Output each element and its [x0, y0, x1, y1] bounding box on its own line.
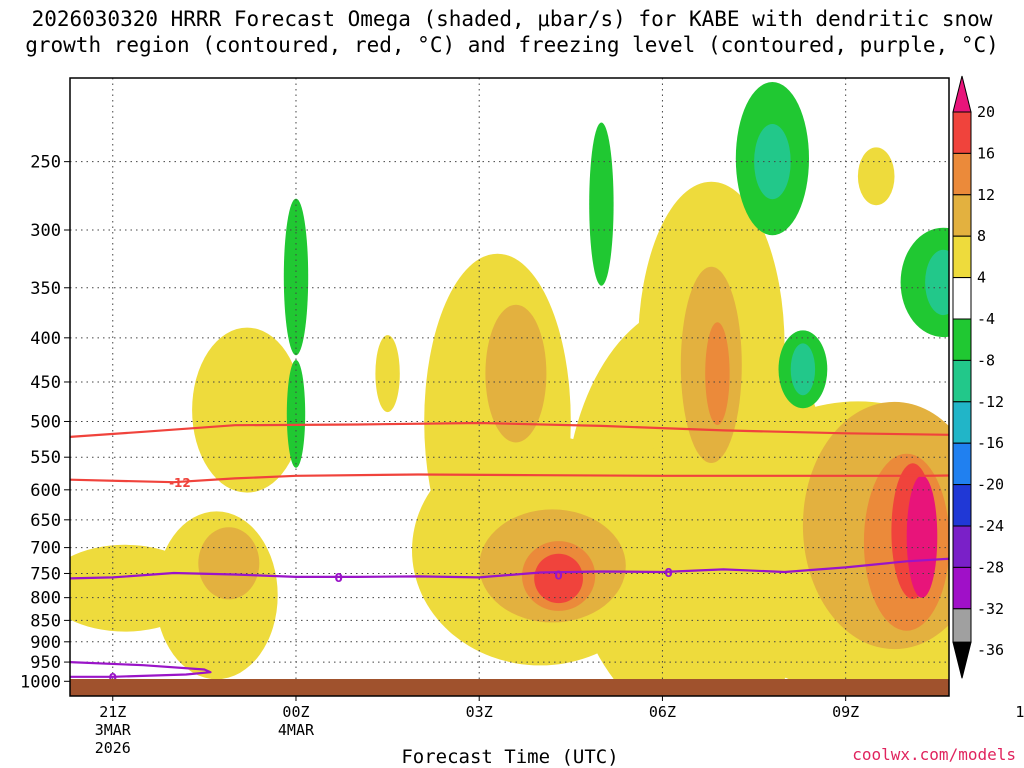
- y-tick-label-550: 550: [30, 448, 61, 468]
- omega-region-25: [1011, 332, 1024, 433]
- freezing-label-0c: 0: [664, 566, 672, 580]
- y-axis: 2503003504004505005506006507007508008509…: [20, 153, 70, 692]
- ground-surface: [70, 679, 949, 696]
- colorbar-bin-12: [952, 566, 972, 610]
- colorbar-bin-8: [952, 401, 972, 444]
- dgz-label-12: -12: [169, 476, 191, 490]
- colorbar-label-12: -32: [977, 600, 1004, 618]
- colorbar-bin-11: [952, 525, 972, 568]
- x-axis-title: Forecast Time (UTC): [401, 746, 619, 768]
- y-tick-label-350: 350: [30, 279, 61, 299]
- omega-region-34: [925, 249, 949, 316]
- colorbar-label-5: -4: [977, 310, 995, 328]
- colorbar-bin-3: [952, 194, 972, 237]
- x-tick-label-1: 00Z: [282, 703, 309, 721]
- omega-region-11: [375, 335, 400, 413]
- colorbar-label-1: 16: [977, 144, 995, 162]
- colorbar-label-2: 12: [977, 186, 995, 204]
- x-tick-label-0: 21Z: [99, 703, 126, 721]
- y-tick-label-600: 600: [30, 481, 61, 501]
- freezing-label-0a: 0: [335, 571, 343, 585]
- omega-region-39: [906, 475, 938, 598]
- x-tick-label-5: 12Z: [1015, 703, 1024, 721]
- title-line-2: growth region (contoured, red, °C) and f…: [25, 33, 999, 57]
- colorbar-top-arrow: [952, 75, 972, 113]
- colorbar-bin-5: [952, 277, 972, 320]
- colorbar-bin-last: [952, 608, 972, 643]
- omega-region-9: [992, 461, 1024, 695]
- y-tick-label-900: 900: [30, 633, 61, 653]
- colorbar-label-4: 4: [977, 269, 986, 287]
- title-line-1: 2026030320 HRRR Forecast Omega (shaded, …: [31, 7, 993, 31]
- dgz-contour-1: [70, 473, 949, 484]
- colorbar-label-0: 20: [977, 103, 995, 121]
- freezing-contour-1: [70, 661, 212, 678]
- colorbar-label-10: -24: [977, 517, 1004, 535]
- freezing-contour-0: [70, 557, 949, 580]
- y-tick-label-450: 450: [30, 373, 61, 393]
- omega-region-21: [589, 122, 614, 286]
- x-tick-sublabel-1-0: 4MAR: [278, 721, 315, 739]
- y-tick-label-850: 850: [30, 611, 61, 631]
- colorbar-bottom-arrow: [952, 641, 972, 679]
- omega-region-1: [192, 327, 303, 493]
- credit-text: coolwx.com/models: [852, 745, 1016, 764]
- y-tick-label-750: 750: [30, 564, 61, 584]
- contour-lines: -18-1200000: [70, 421, 1024, 685]
- colorbar-bin-4: [952, 235, 972, 279]
- x-tick-label-3: 06Z: [649, 703, 676, 721]
- colorbar-bin-1: [952, 111, 972, 154]
- colorbar-label-13: -36: [977, 641, 1004, 659]
- colorbar: 20 16 12 8 4 -4 -8 -12 -16 -20 -24 -28 -32 -36: [952, 75, 1004, 679]
- colorbar-label-3: 8: [977, 227, 986, 245]
- omega-region-12: [857, 147, 895, 206]
- freezing-label-0b: 0: [554, 568, 562, 582]
- omega-region-31: [705, 322, 730, 425]
- freezing-label-0d-bg: [1017, 551, 1024, 566]
- y-tick-label-500: 500: [30, 412, 61, 432]
- omega-region-2: [70, 544, 205, 632]
- omega-region-18: [198, 527, 260, 600]
- colorbar-label-9: -20: [977, 476, 1004, 494]
- y-tick-label-650: 650: [30, 511, 61, 531]
- colorbar-bin-10: [952, 484, 972, 527]
- y-tick-label-800: 800: [30, 589, 61, 609]
- colorbar-bin-6: [952, 318, 972, 361]
- freezing-label-0e: 0: [109, 671, 117, 685]
- omega-region-32: [754, 124, 791, 200]
- colorbar-bin-2: [952, 152, 972, 196]
- y-tick-label-250: 250: [30, 153, 61, 173]
- omega-region-13: [485, 304, 547, 443]
- colorbar-label-7: -12: [977, 393, 1004, 411]
- y-tick-label-400: 400: [30, 329, 61, 349]
- x-tick-label-2: 03Z: [466, 703, 493, 721]
- dgz-contour-0: [70, 421, 949, 438]
- y-tick-label-300: 300: [30, 221, 61, 241]
- x-tick-sublabel-0-1: 2026: [95, 739, 131, 757]
- colorbar-label-6: -8: [977, 351, 995, 369]
- colorbar-label-8: -16: [977, 434, 1004, 452]
- colorbar-label-11: -28: [977, 558, 1004, 576]
- colorbar-bin-9: [952, 442, 972, 486]
- colorbar-bin-7: [952, 359, 972, 403]
- x-tick-label-4: 09Z: [832, 703, 859, 721]
- y-tick-label-700: 700: [30, 539, 61, 559]
- plot-frame: [69, 77, 950, 697]
- x-tick-sublabel-0-0: 3MAR: [95, 721, 132, 739]
- omega-region-36: [534, 553, 583, 604]
- chart-title: 2026030320 HRRR Forecast Omega (shaded, …: [0, 6, 1024, 58]
- omega-region-33: [790, 343, 816, 396]
- y-tick-label-950: 950: [30, 653, 61, 673]
- y-tick-label-1000: 1000: [20, 672, 61, 692]
